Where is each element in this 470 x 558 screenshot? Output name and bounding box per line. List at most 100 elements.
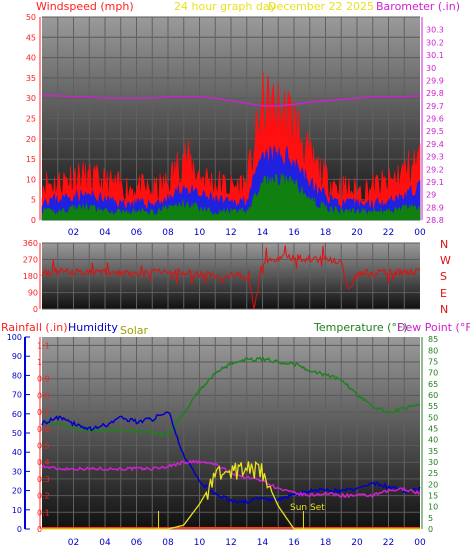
wind-y-tick-label: 0 [31,216,36,225]
x-tick-label-temp: 14 [257,538,269,548]
dir-label-n-bottom: N [440,303,448,316]
solar-title: Solar [120,324,149,337]
dewpoint-title: Dew Point (°F) [397,321,470,334]
temperature-series [41,356,421,438]
solar-series [42,460,420,530]
wind-y-tick-label: 30 [26,94,36,103]
baro-y-tick-label: 29.8 [426,89,444,98]
x-tick-label-wind: 00 [414,228,426,238]
baro-y-tick-label: 28.8 [426,216,444,225]
humidity-y-tick-label: 20 [12,487,22,496]
baro-y-tick-label: 28.9 [426,203,444,212]
x-tick-label-wind: 04 [99,228,111,238]
baro-y-tick-label: 29 [426,191,436,200]
rain-y-tick-label: 0.6 [37,425,50,434]
temp-y-tick-label: 55 [428,402,438,411]
temp-series [41,356,421,530]
humidity-y-tick-label: 60 [12,410,22,419]
temp-y-tick-label: 35 [428,447,438,456]
temp-y-tick-label: 80 [428,346,438,355]
baro-y-tick-label: 30.3 [426,26,444,35]
x-tick-label-wind: 20 [351,228,363,238]
wind-title: Windspeed (mph) [36,0,134,13]
wind-low-series [41,173,421,221]
wind-average-series [41,145,421,221]
temp-y-tick-label: 5 [428,514,433,523]
barometer-series [42,95,421,107]
x-tick-label-temp: 02 [68,538,79,548]
x-tick-label-temp: 20 [351,538,363,548]
rain-y-tick-label: 0.5 [37,442,50,451]
direction-y-tick-label: 360 [23,239,38,248]
graph-title: 24 hour graph day [174,0,277,13]
humidity-y-tick-label: 90 [12,352,22,361]
temp-y-tick-label: 50 [428,413,438,422]
x-tick-label-temp: 16 [288,538,300,548]
x-tick-label-temp: 10 [194,538,206,548]
rain-y-tick-label: 0.1 [37,508,50,517]
x-tick-label-wind: 10 [194,228,206,238]
humidity-title: Humidity [68,321,118,334]
graph-date: December 22 2025 [268,0,374,13]
temp-y-tick-label: 10 [428,503,438,512]
baro-y-tick-label: 30.2 [426,38,444,47]
direction-y-tick-label: 180 [23,272,38,281]
baro-y-tick-label: 30 [426,64,436,73]
wind-direction-series [41,245,421,310]
wind-series [41,71,421,221]
wind-y-tick-label: 5 [31,196,36,205]
baro-y-tick-label: 30.1 [426,51,444,60]
baro-y-tick-label: 29.2 [426,165,444,174]
barometer-title: Barometer (.in) [376,0,460,13]
baro-y-tick-label: 29.9 [426,76,444,85]
humidity-y-tick-label: 80 [12,371,22,380]
x-tick-label-wind: 08 [162,228,174,238]
wind-gust-series [41,71,421,221]
direction-series [41,245,421,310]
baro-y-tick-label: 29.3 [426,153,444,162]
wind-y-tick-label: 10 [26,175,36,184]
x-tick-label-wind: 18 [320,228,332,238]
temp-y-tick-label: 0 [428,525,433,534]
direction-y-tick-label: 90 [28,289,38,298]
temperature-title: Temperature (°F) [313,321,408,334]
rain-title: Rainfall (.in) [1,321,68,334]
direction-y-tick-label: 270 [23,256,38,265]
humidity-y-tick-label: 0 [17,525,22,534]
rain-y-tick-label: 0.8 [37,391,50,400]
x-tick-label-wind: 12 [225,228,236,238]
temp-y-tick-label: 25 [428,469,438,478]
temp-y-tick-label: 70 [428,369,438,378]
x-tick-label-temp: 06 [131,538,143,548]
humidity-y-tick-label: 50 [12,429,22,438]
dir-label-w: W [440,254,451,267]
rain-y-tick-label: 0 [37,525,42,534]
humidity-y-tick-label: 10 [12,506,22,515]
humidity-y-tick-label: 30 [12,467,22,476]
sunset-label: Sun Set [290,503,325,513]
dir-label-e: E [440,287,447,300]
baro-y-tick-label: 29.1 [426,178,444,187]
humidity-y-tick-label: 100 [7,333,22,342]
temp-y-tick-label: 60 [428,391,438,400]
x-tick-label-temp: 04 [99,538,111,548]
rain-y-tick-label: 0.4 [37,458,50,467]
temp-y-tick-label: 20 [428,480,438,489]
humidity-series [41,411,421,505]
temp-y-tick-label: 65 [428,380,438,389]
temp-y-tick-label: 15 [428,492,438,501]
wind-y-tick-label: 25 [26,115,36,124]
baro-y-tick-label: 29.7 [426,102,444,111]
wind-y-tick-label: 40 [26,54,36,63]
wind-y-tick-label: 35 [26,74,36,83]
temp-y-tick-label: 40 [428,436,438,445]
x-tick-label-temp: 22 [383,538,394,548]
x-tick-label-temp: 18 [320,538,332,548]
baro-y-tick-label: 29.5 [426,127,444,136]
temp-y-tick-label: 85 [428,335,438,344]
rain-y-tick-label: 1.1 [37,341,50,350]
humidity-y-tick-label: 40 [12,448,22,457]
